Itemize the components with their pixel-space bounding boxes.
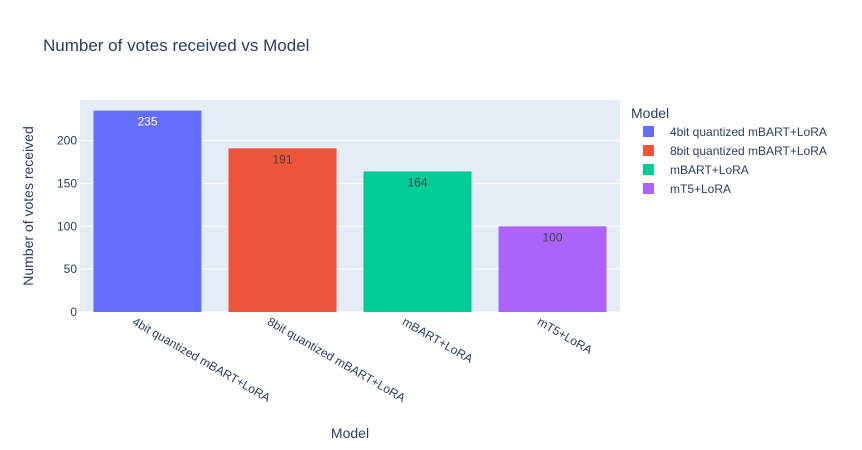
- x-tick-label: mBART+LoRA: [400, 314, 475, 366]
- legend-label: mT5+LoRA: [670, 182, 731, 196]
- y-axis-title: Number of votes received: [20, 126, 36, 286]
- bar: [93, 110, 202, 313]
- y-tick-label: 100: [57, 219, 77, 233]
- y-tick-label: 150: [57, 176, 77, 190]
- x-axis-title: Model: [331, 425, 369, 441]
- bar: [498, 226, 607, 312]
- bar: [363, 171, 472, 312]
- y-tick-label: 50: [64, 262, 78, 276]
- bar-value-label: 235: [137, 115, 157, 129]
- chart-title: Number of votes received vs Model: [43, 36, 309, 55]
- legend-swatch: [643, 126, 654, 137]
- bar: [228, 148, 337, 312]
- x-tick-label: 4bit quantized mBART+LoRA: [130, 314, 273, 405]
- legend-swatch: [643, 164, 654, 175]
- legend-label: 8bit quantized mBART+LoRA: [670, 144, 827, 158]
- bar-value-label: 100: [542, 230, 562, 244]
- legend-label: 4bit quantized mBART+LoRA: [670, 125, 827, 139]
- legend-item[interactable]: 8bit quantized mBART+LoRA: [643, 144, 827, 158]
- legend-swatch: [643, 183, 654, 194]
- bar-value-label: 164: [407, 175, 427, 189]
- x-tick-label: mT5+LoRA: [535, 314, 595, 357]
- legend-title: Model: [631, 105, 669, 121]
- x-tick-label: 8bit quantized mBART+LoRA: [265, 314, 408, 405]
- bars: 235 191 164 100: [93, 110, 607, 313]
- legend: Model 4bit quantized mBART+LoRA 8bit quan…: [631, 105, 827, 196]
- y-axis-ticks: 0 50 100 150 200: [57, 134, 77, 319]
- legend-item[interactable]: mBART+LoRA: [643, 163, 749, 177]
- legend-label: mBART+LoRA: [670, 163, 749, 177]
- bar-value-label: 191: [272, 152, 292, 166]
- y-tick-label: 0: [70, 305, 77, 319]
- legend-item[interactable]: 4bit quantized mBART+LoRA: [643, 125, 827, 139]
- y-tick-label: 200: [57, 134, 77, 148]
- legend-item[interactable]: mT5+LoRA: [643, 182, 731, 196]
- legend-swatch: [643, 145, 654, 156]
